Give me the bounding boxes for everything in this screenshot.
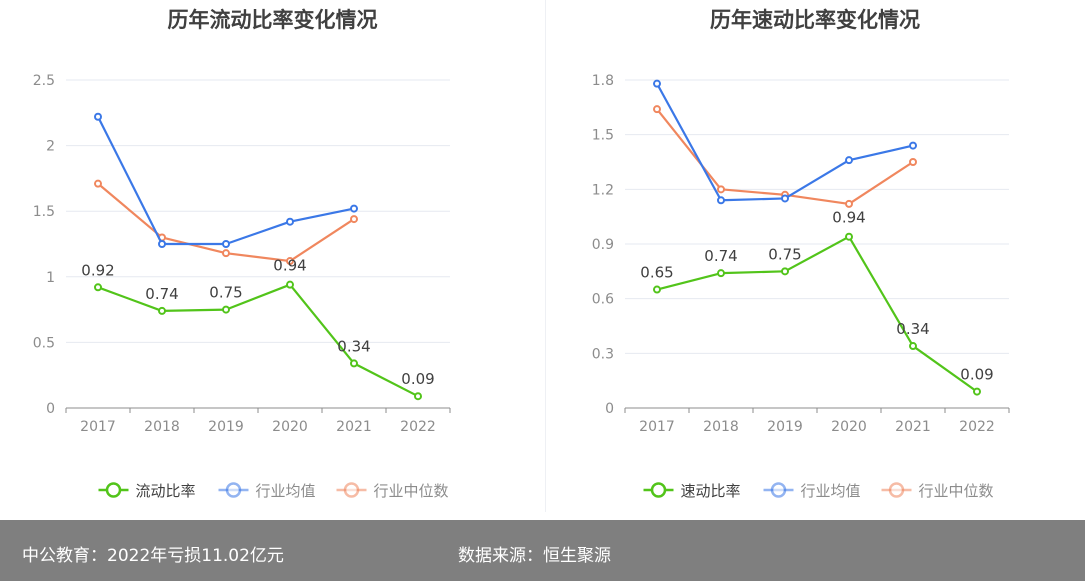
series-line-1 xyxy=(97,116,355,246)
chart-title-current-ratio: 历年流动比率变化情况 xyxy=(167,8,378,32)
legend-swatch-marker xyxy=(343,482,360,498)
legend-label: 行业中位数 xyxy=(374,482,449,500)
y-tick-label: 2 xyxy=(46,139,55,155)
data-point xyxy=(286,217,294,226)
data-point xyxy=(909,141,917,150)
legend-swatch-marker xyxy=(770,482,787,498)
current-ratio-chart: 0 0.5 1 1.5 2 2.5 2017 2018 2019 2020 2021 2022 0.92… xyxy=(33,73,451,500)
data-point xyxy=(222,249,230,258)
footer-bar: 中公教育：2022年亏损11.02亿元 数据来源：恒生聚源 xyxy=(0,520,1085,581)
data-point xyxy=(94,283,102,292)
x-tick-label: 2018 xyxy=(144,419,180,435)
data-label: 0.74 xyxy=(704,247,737,265)
x-tick-label: 2018 xyxy=(703,419,739,435)
y-tick-label: 0 xyxy=(46,401,55,417)
x-tick-label: 2021 xyxy=(336,419,372,435)
series-line-0 xyxy=(97,283,419,398)
x-tick-label: 2019 xyxy=(767,419,803,435)
data-point xyxy=(222,240,230,248)
data-point xyxy=(781,267,789,276)
data-point xyxy=(909,342,917,351)
x-tick-label: 2022 xyxy=(400,419,436,435)
data-point xyxy=(286,280,294,289)
legend-label: 行业均值 xyxy=(801,482,861,500)
data-point xyxy=(350,215,358,224)
legend-swatch-marker xyxy=(225,482,242,498)
data-point xyxy=(909,158,917,166)
data-point xyxy=(350,204,358,213)
footer-source: 数据来源：恒生聚源 xyxy=(458,546,611,566)
legend-item-1: 行业均值 xyxy=(763,482,861,500)
data-label: 0.09 xyxy=(401,370,434,388)
data-point xyxy=(845,199,853,208)
quick-ratio-chart: 0 0.3 0.6 0.9 1.2 1.5 1.8 2017 2018 2019 2020 2021 2… xyxy=(592,73,1010,500)
series-line-0 xyxy=(656,235,978,393)
x-tick-label: 2021 xyxy=(895,419,931,435)
legend-swatch-marker xyxy=(888,482,905,498)
legend-item-1: 行业均值 xyxy=(218,482,316,500)
y-tick-label: 0.5 xyxy=(33,335,55,351)
series-line-1 xyxy=(656,83,914,202)
data-point xyxy=(414,392,422,401)
data-point xyxy=(717,185,725,194)
panel-divider xyxy=(545,0,546,512)
x-tick-label: 2019 xyxy=(208,419,244,435)
data-point xyxy=(781,194,789,203)
y-tick-label: 0.9 xyxy=(592,237,614,253)
data-point xyxy=(158,306,166,315)
y-tick-label: 1.5 xyxy=(33,204,55,220)
data-label: 0.94 xyxy=(273,257,306,275)
data-point xyxy=(94,179,102,188)
chart-title-quick-ratio: 历年速动比率变化情况 xyxy=(710,8,920,32)
y-tick-label: 0.6 xyxy=(592,292,614,308)
data-label: 0.74 xyxy=(145,285,178,303)
legend-label: 行业中位数 xyxy=(919,482,994,500)
data-label: 0.75 xyxy=(768,245,801,263)
data-label: 0.34 xyxy=(337,337,370,355)
data-point xyxy=(717,269,725,278)
legend-label: 行业均值 xyxy=(256,482,316,500)
data-point xyxy=(845,156,853,165)
data-point xyxy=(653,285,661,294)
data-label: 0.75 xyxy=(209,284,242,302)
data-point xyxy=(350,359,358,368)
data-point xyxy=(158,240,166,248)
legend-item-2: 行业中位数 xyxy=(336,482,449,500)
legend-item-0: 流动比率 xyxy=(98,482,196,500)
legend-swatch-marker xyxy=(105,482,122,498)
y-tick-label: 2.5 xyxy=(33,73,55,89)
data-point xyxy=(845,232,853,241)
data-point xyxy=(222,305,230,314)
legend-swatch-marker xyxy=(650,482,667,498)
data-point xyxy=(717,196,725,205)
data-label: 0.09 xyxy=(960,366,993,384)
y-tick-label: 1.5 xyxy=(592,128,614,144)
data-point xyxy=(653,79,661,88)
y-tick-label: 0.3 xyxy=(592,346,614,362)
x-tick-label: 2020 xyxy=(831,419,867,435)
legend-label: 流动比率 xyxy=(136,482,196,500)
footer-headline: 中公教育：2022年亏损11.02亿元 xyxy=(22,546,284,566)
data-label: 0.92 xyxy=(81,261,114,279)
legend-label: 速动比率 xyxy=(681,482,741,500)
y-tick-label: 1.2 xyxy=(592,182,614,198)
data-point xyxy=(286,257,294,266)
data-point xyxy=(973,387,981,396)
y-tick-label: 0 xyxy=(605,401,614,417)
y-tick-label: 1 xyxy=(46,270,55,286)
legend-item-2: 行业中位数 xyxy=(881,482,994,500)
data-point xyxy=(653,105,661,114)
legend-item-0: 速动比率 xyxy=(643,482,741,500)
data-point xyxy=(94,112,102,121)
x-tick-label: 2017 xyxy=(639,419,675,435)
x-tick-label: 2017 xyxy=(80,419,116,435)
x-tick-label: 2022 xyxy=(959,419,995,435)
data-label: 0.34 xyxy=(896,320,929,338)
y-tick-label: 1.8 xyxy=(592,73,614,89)
x-tick-label: 2020 xyxy=(272,419,308,435)
data-label: 0.94 xyxy=(832,209,865,227)
data-label: 0.65 xyxy=(640,264,673,282)
